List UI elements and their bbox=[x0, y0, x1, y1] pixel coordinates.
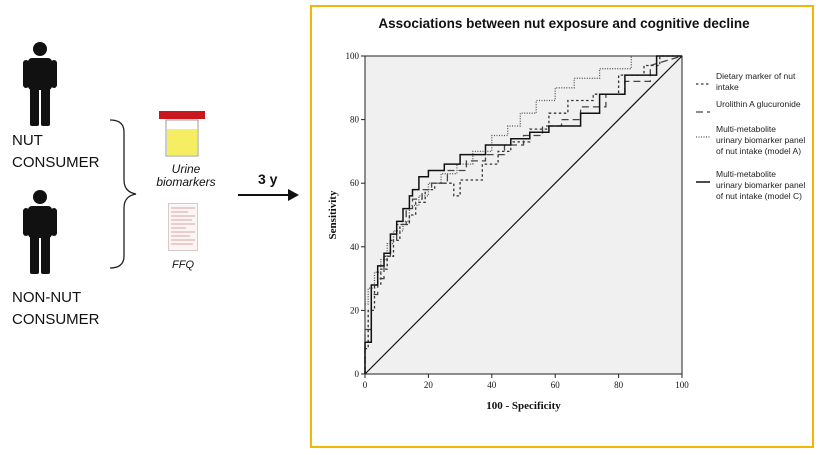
legend-label-2: Urolithin A glucuronide bbox=[716, 99, 801, 109]
grouping-brace bbox=[108, 118, 138, 270]
roc-chart: 0 20 40 60 80 100 0 20 40 60 80 100 100 - Specificit… bbox=[312, 7, 812, 446]
legend-label-4: Multi-metabolite bbox=[716, 169, 776, 179]
nut-consumer-label: NUT CONSUMER bbox=[12, 130, 100, 174]
x-tick-label: 20 bbox=[424, 380, 434, 390]
legend-label-3: Multi-metabolite bbox=[716, 124, 776, 134]
legend-label-1: intake bbox=[716, 82, 739, 92]
x-axis-title: 100 - Specificity bbox=[486, 400, 561, 412]
y-tick-label: 60 bbox=[350, 178, 360, 188]
x-tick-label: 80 bbox=[614, 380, 624, 390]
nut-consumer-line2: CONSUMER bbox=[12, 152, 100, 174]
urine-biomarkers-label: Urine biomarkers bbox=[146, 163, 226, 189]
ffq-label: FFQ bbox=[163, 259, 203, 272]
y-tick-label: 100 bbox=[346, 51, 360, 61]
legend-label-3: of nut intake (model A) bbox=[716, 146, 801, 156]
x-tick-label: 40 bbox=[487, 380, 497, 390]
y-tick-label: 20 bbox=[350, 305, 360, 315]
legend-label-3: urinary biomarker panel bbox=[716, 135, 805, 145]
y-tick-label: 40 bbox=[350, 242, 360, 252]
y-axis-title: Sensitivity bbox=[327, 190, 339, 239]
legend-label-1: Dietary marker of nut bbox=[716, 71, 796, 81]
non-nut-consumer-line2: CONSUMER bbox=[12, 309, 100, 331]
urine-label-line2: biomarkers bbox=[146, 176, 226, 189]
x-tick-label: 0 bbox=[363, 380, 368, 390]
legend-label-4: urinary biomarker panel bbox=[716, 180, 805, 190]
nut-consumer-person-icon bbox=[22, 42, 58, 128]
x-tick-label: 60 bbox=[551, 380, 561, 390]
y-tick-label: 80 bbox=[350, 115, 360, 125]
legend-label-4: of nut intake (model C) bbox=[716, 191, 802, 201]
x-tick-label: 100 bbox=[675, 380, 689, 390]
urine-cup-icon bbox=[158, 110, 206, 163]
ffq-document-icon bbox=[168, 203, 198, 256]
chart-panel: Associations between nut exposure and co… bbox=[310, 5, 814, 448]
non-nut-consumer-label: NON-NUT CONSUMER bbox=[12, 287, 100, 331]
y-tick-label: 0 bbox=[355, 369, 360, 379]
non-nut-consumer-person-icon bbox=[22, 190, 58, 276]
timeline-arrow bbox=[238, 188, 300, 202]
non-nut-consumer-line1: NON-NUT bbox=[12, 287, 100, 309]
duration-label: 3 y bbox=[258, 171, 277, 187]
nut-consumer-line1: NUT bbox=[12, 130, 100, 152]
